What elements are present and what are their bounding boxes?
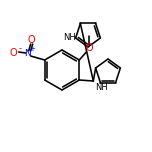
Text: O: O [28, 35, 35, 45]
Text: NH: NH [95, 83, 108, 92]
Text: O: O [86, 43, 93, 53]
Text: +: + [30, 46, 36, 52]
Text: -: - [18, 45, 21, 54]
Text: NH: NH [63, 33, 76, 41]
Text: N: N [24, 48, 31, 57]
Text: O: O [10, 48, 17, 58]
